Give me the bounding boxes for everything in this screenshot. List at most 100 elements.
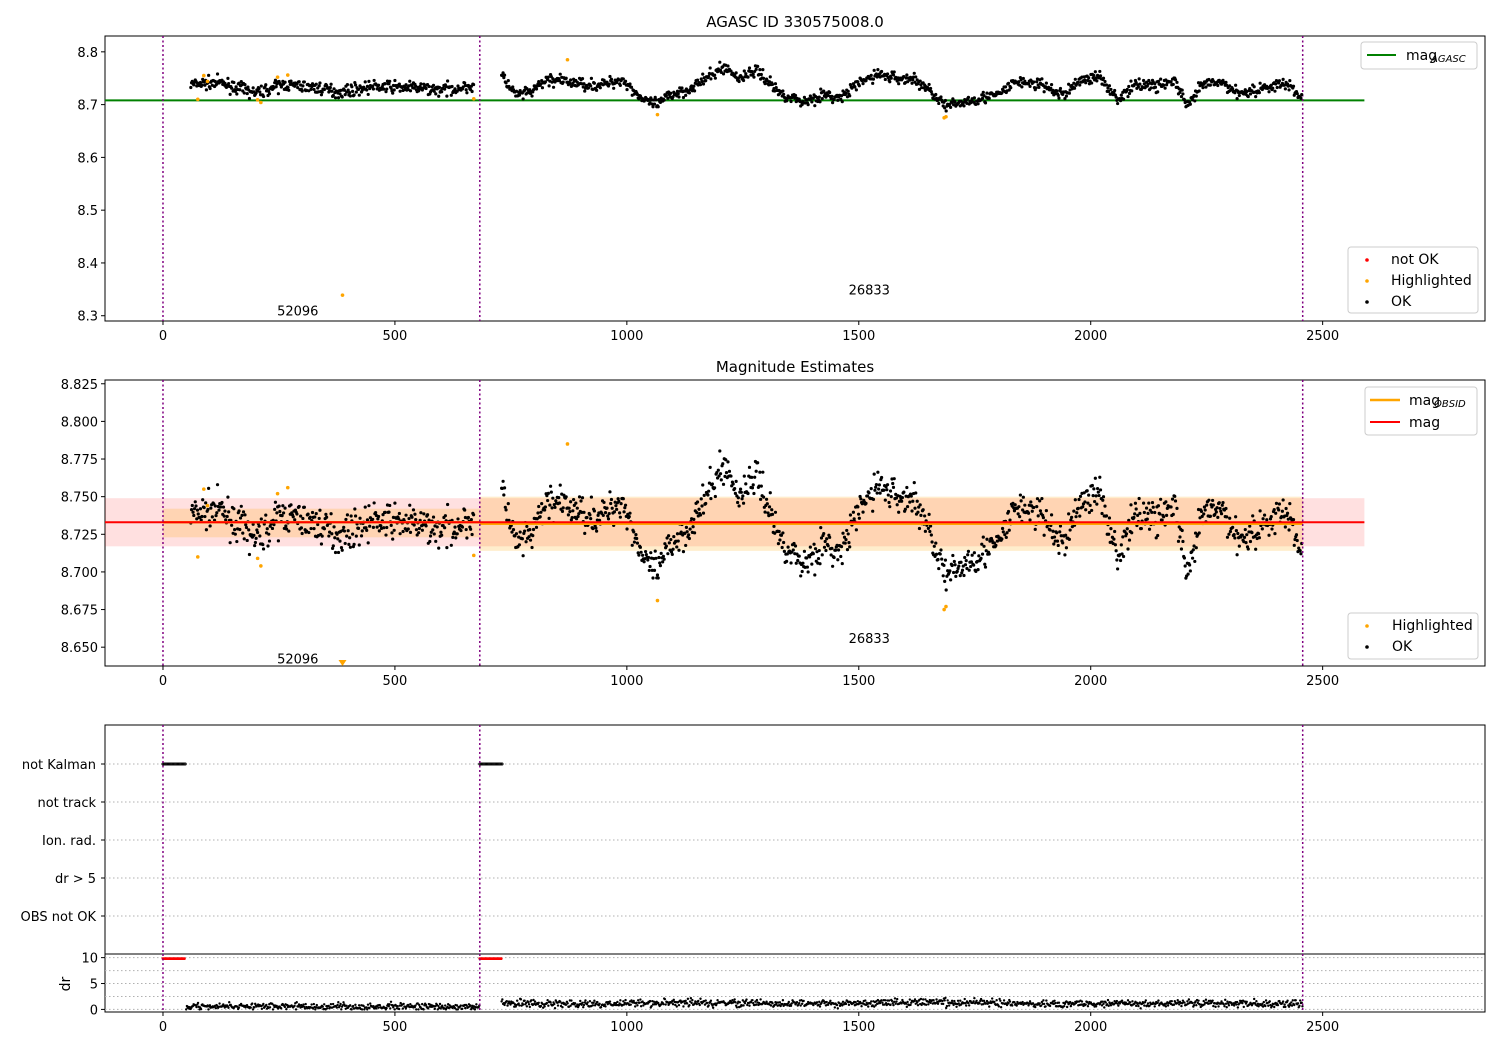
dr-point	[1170, 999, 1173, 1003]
ok-point	[424, 524, 428, 528]
ok-point	[1067, 512, 1071, 516]
ok-point	[348, 545, 352, 549]
ok-point	[547, 516, 551, 521]
ok-point	[622, 510, 626, 514]
ok-point	[1085, 489, 1089, 493]
ok-point	[816, 556, 821, 561]
dr-point	[1267, 1004, 1270, 1007]
ok-point	[366, 541, 370, 545]
ok-point	[980, 96, 985, 100]
ok-point	[351, 532, 355, 536]
ok-point	[470, 532, 474, 537]
ok-point	[1098, 475, 1102, 479]
legend-highlighted: Highlighted	[1391, 273, 1472, 289]
dr-point	[952, 1003, 955, 1007]
dr-point	[1157, 999, 1160, 1002]
ok-point	[944, 109, 948, 113]
dr-xtick-label: 0	[159, 1020, 167, 1035]
ok-point	[789, 99, 793, 104]
dr-point	[695, 1002, 698, 1006]
ok-point	[704, 79, 708, 83]
dr-point	[581, 1001, 584, 1004]
dr-point	[999, 1005, 1003, 1009]
ok-point	[1018, 493, 1022, 497]
dr-point	[342, 1001, 345, 1004]
dr-point	[786, 1004, 789, 1007]
ok-point	[1120, 552, 1124, 556]
dr-point	[998, 997, 1001, 1001]
ok-point	[876, 470, 880, 474]
ok-point	[239, 80, 243, 84]
ok-point	[1204, 85, 1208, 89]
ok-point	[1107, 532, 1111, 536]
ok-point	[273, 507, 277, 511]
ok-point	[758, 68, 762, 72]
ok-point	[314, 82, 318, 86]
dr-point	[1225, 1005, 1228, 1009]
ok-point	[982, 94, 986, 98]
ok-point	[1005, 531, 1009, 535]
ok-point	[869, 73, 873, 78]
ok-point	[1242, 535, 1247, 540]
ok-point	[328, 85, 332, 90]
dr-point	[906, 1000, 909, 1004]
ok-point	[543, 80, 547, 84]
dr-point	[1039, 1004, 1043, 1007]
ok-point	[646, 97, 651, 102]
dr-point	[1084, 1003, 1087, 1006]
mag-ytick-label: 8.775	[61, 453, 98, 468]
dr-point	[196, 1001, 200, 1005]
legend-ok: OK	[1391, 294, 1412, 310]
ok-point	[320, 90, 324, 94]
ok-point	[507, 518, 511, 522]
ok-point	[1084, 508, 1088, 512]
ok-point	[851, 510, 856, 514]
ok-point	[934, 541, 938, 545]
ok-point	[1149, 86, 1153, 90]
ok-point	[1262, 83, 1267, 87]
ok-point	[1113, 88, 1117, 93]
ok-point	[567, 506, 571, 510]
ok-point	[777, 529, 781, 534]
ok-point	[1119, 543, 1123, 547]
ok-point	[653, 95, 657, 99]
ok-point	[557, 496, 561, 500]
dr-point	[825, 1000, 828, 1004]
ok-point	[1257, 536, 1261, 540]
dr-point	[944, 996, 947, 1000]
ok-point	[1267, 90, 1271, 94]
ok-point	[537, 504, 541, 509]
ok-point	[518, 530, 522, 534]
ok-point	[583, 531, 587, 535]
highlighted-point	[944, 114, 948, 119]
ok-point	[517, 543, 522, 547]
dr-point	[1126, 999, 1130, 1002]
ok-point	[1150, 510, 1154, 514]
ok-point	[951, 570, 956, 575]
ok-point	[217, 508, 221, 512]
dr-point	[993, 1000, 996, 1004]
ok-point	[324, 512, 328, 517]
ok-point	[1156, 504, 1161, 508]
ok-point	[1159, 497, 1163, 501]
ok-point	[253, 543, 257, 548]
ok-point	[365, 528, 369, 532]
ok-point	[471, 82, 476, 87]
ok-point	[934, 552, 939, 556]
dr-point	[973, 996, 976, 1000]
ok-point	[1277, 502, 1282, 506]
ok-point	[744, 482, 748, 486]
ok-point	[675, 89, 680, 93]
ok-point	[1138, 511, 1142, 515]
highlighted-point	[340, 293, 345, 297]
ok-point	[583, 86, 588, 90]
ok-point	[872, 68, 876, 72]
ok-point	[1063, 553, 1067, 557]
ok-point	[761, 470, 765, 474]
ok-point	[569, 78, 573, 82]
ok-point	[598, 86, 602, 90]
ok-point	[213, 504, 217, 508]
ok-point	[546, 498, 550, 503]
ok-point	[1081, 505, 1085, 509]
dr-point	[1139, 1007, 1142, 1010]
